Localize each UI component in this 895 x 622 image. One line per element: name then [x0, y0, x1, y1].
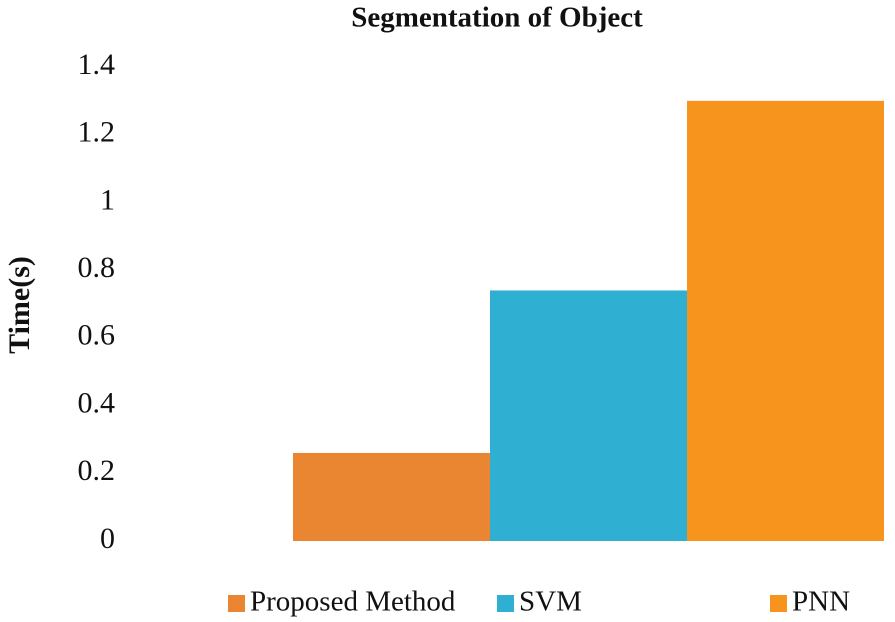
legend-label: SVM	[519, 586, 582, 618]
legend-swatch	[228, 595, 245, 612]
legend-swatch	[770, 595, 787, 612]
y-tick-label: 0.6	[78, 319, 116, 352]
legend-label: PNN	[792, 586, 850, 618]
y-tick-label: 0.8	[78, 251, 116, 284]
chart-title: Segmentation of Object	[351, 2, 643, 34]
y-tick-label: 0	[100, 522, 115, 555]
y-tick-label: 0.2	[78, 454, 116, 487]
bar	[687, 100, 884, 541]
legend-label: Proposed Method	[250, 586, 456, 618]
y-tick-label: 1.4	[78, 48, 116, 81]
y-tick-label: 1.2	[78, 116, 116, 149]
legend-swatch	[497, 595, 514, 612]
y-tick-label: 1	[100, 183, 115, 216]
y-axis-label: Time(s)	[3, 256, 36, 354]
bar	[293, 452, 490, 541]
y-tick-label: 0.4	[78, 386, 116, 419]
bar	[490, 290, 687, 541]
